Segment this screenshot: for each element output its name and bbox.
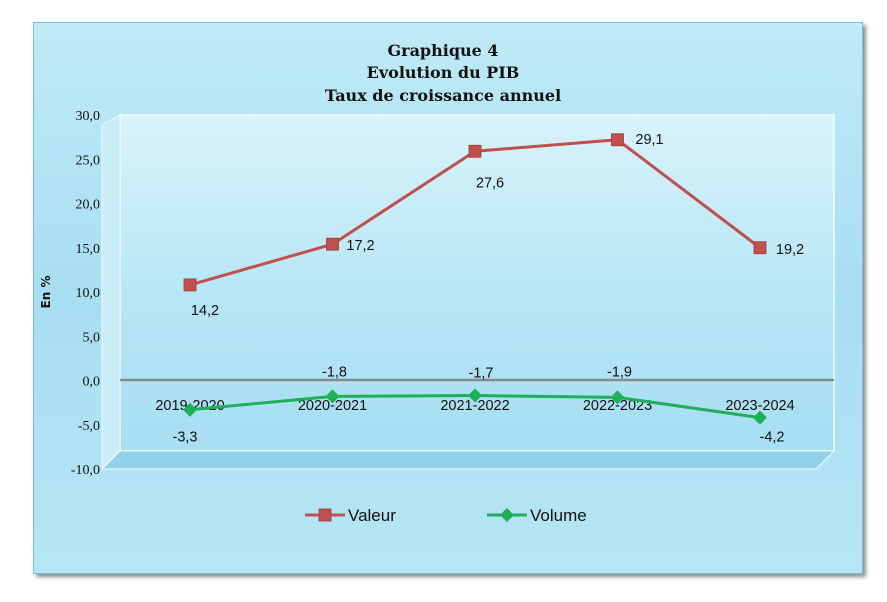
marker-valeur: [183, 278, 197, 292]
marker-volume: [610, 390, 625, 405]
x-category-labels: 2019-20202020-20212021-20222022-20232023…: [155, 398, 794, 414]
plot-floor: [100, 450, 836, 470]
legend-volume-marker: [500, 508, 514, 522]
data-label-valeur: 14,2: [191, 303, 219, 319]
chart-title-line-1: Graphique 4: [387, 41, 498, 60]
y-tick-label: 30,0: [76, 109, 101, 124]
data-label-volume: -3,3: [173, 430, 198, 446]
x-category-label: 2023-2024: [725, 398, 794, 414]
marker-volume: [753, 410, 767, 425]
y-axis-label: En %: [39, 276, 53, 309]
marker-valeur: [468, 144, 482, 158]
marker-valeur: [326, 237, 339, 251]
y-tick-label: 10,0: [76, 286, 101, 301]
data-label-volume: -1,7: [469, 366, 494, 382]
y-tick-label: 25,0: [76, 153, 101, 168]
data-label-volume: -1,8: [322, 364, 347, 380]
series-markers: [183, 133, 767, 425]
chart-title-line-2: Evolution du PIB: [367, 63, 520, 82]
x-category-label: 2022-2023: [583, 398, 652, 414]
x-category-label: 2020-2021: [298, 398, 367, 414]
y-tick-label: 0,0: [83, 375, 101, 390]
marker-valeur: [611, 133, 624, 147]
legend-valeur-label: Valeur: [348, 506, 396, 525]
data-label-valeur: 17,2: [346, 238, 374, 254]
marker-valeur: [753, 241, 767, 255]
legend-volume-label: Volume: [530, 506, 587, 525]
marker-volume: [468, 388, 482, 403]
x-category-label: 2021-2022: [440, 398, 509, 414]
chart-title-line-3: Taux de croissance annuel: [325, 86, 561, 105]
y-tick-label: -5,0: [78, 419, 100, 434]
y-tick-label: 15,0: [76, 242, 101, 257]
y-tick-label: -10,0: [71, 463, 100, 478]
data-label-valeur: 27,6: [476, 175, 504, 191]
data-label-volume: -1,9: [607, 364, 632, 380]
plot-side-wall: [101, 114, 121, 471]
marker-volume: [183, 402, 197, 417]
y-tick-labels: 30,0 25,0 20,0 15,0 10,0 5,0 0,0 -5,0 -10,0: [71, 109, 100, 478]
y-tick-label: 20,0: [76, 198, 101, 213]
marker-volume: [325, 389, 340, 404]
legend-valeur-marker: [318, 508, 332, 522]
y-tick-label: 5,0: [83, 330, 101, 345]
data-label-valeur: 19,2: [776, 242, 804, 258]
data-labels: 14,2 17,2 27,6 29,1 19,2 -3,3 -1,8 -1,7 -1,9 -4,2: [173, 132, 805, 446]
data-label-volume: -4,2: [760, 430, 785, 446]
data-label-valeur: 29,1: [635, 132, 663, 148]
legend: Valeur Volume: [305, 506, 587, 525]
